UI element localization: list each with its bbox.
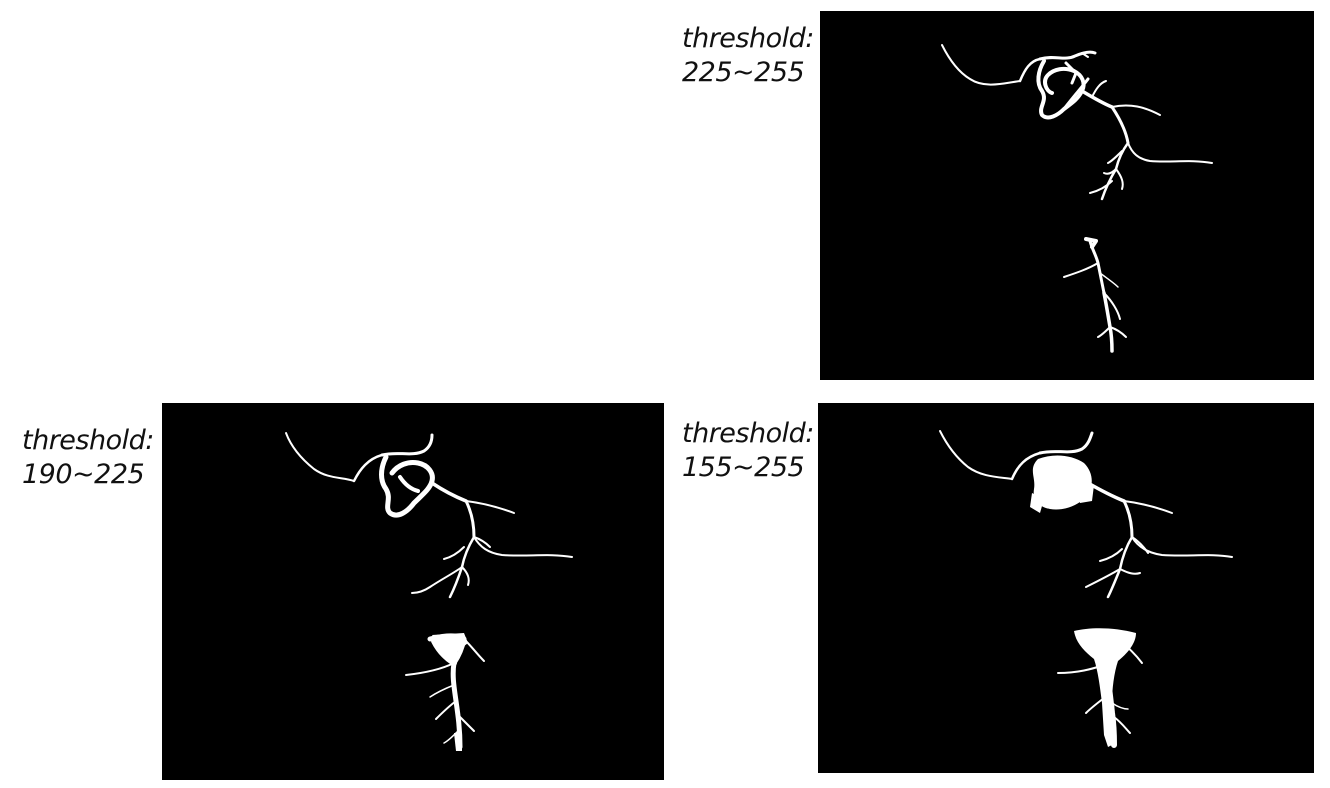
structure-image xyxy=(285,432,573,751)
threshold-label-190-225: threshold: 190~225 xyxy=(22,424,154,492)
panel-threshold-225-255 xyxy=(820,11,1314,380)
panel-threshold-155-255 xyxy=(818,403,1314,773)
label-line2: 190~225 xyxy=(22,459,145,490)
threshold-label-155-255: threshold: 155~255 xyxy=(682,417,814,485)
label-line1: threshold: xyxy=(682,23,814,54)
label-line2: 225~255 xyxy=(682,57,805,88)
label-line1: threshold: xyxy=(682,418,814,449)
threshold-label-225-255: threshold: 225~255 xyxy=(682,22,814,90)
label-line2: 155~255 xyxy=(682,452,805,483)
label-line1: threshold: xyxy=(22,425,154,456)
structure-image xyxy=(939,430,1233,748)
structure-image xyxy=(941,44,1213,353)
panel-threshold-190-225 xyxy=(162,403,664,780)
